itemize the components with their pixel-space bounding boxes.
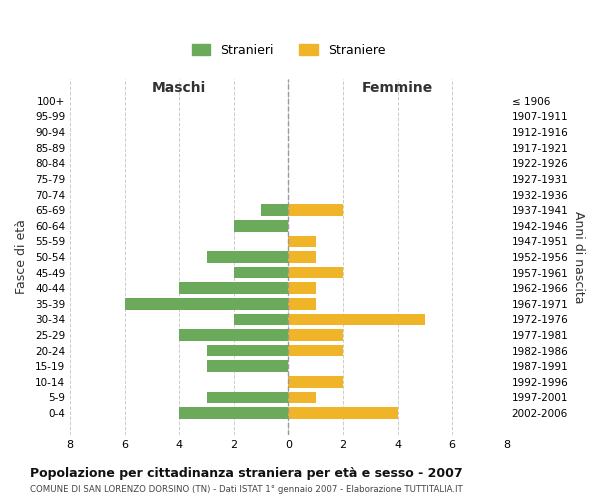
- Bar: [289, 266, 343, 278]
- Bar: [179, 407, 289, 419]
- Bar: [289, 251, 316, 263]
- Bar: [289, 345, 343, 356]
- Bar: [289, 236, 316, 247]
- Bar: [179, 329, 289, 341]
- Y-axis label: Anni di nascita: Anni di nascita: [572, 210, 585, 303]
- Bar: [206, 392, 289, 404]
- Text: Maschi: Maschi: [152, 82, 206, 96]
- Bar: [289, 392, 316, 404]
- Bar: [289, 314, 425, 326]
- Text: COMUNE DI SAN LORENZO DORSINO (TN) - Dati ISTAT 1° gennaio 2007 - Elaborazione T: COMUNE DI SAN LORENZO DORSINO (TN) - Dat…: [30, 486, 463, 494]
- Bar: [289, 282, 316, 294]
- Bar: [179, 282, 289, 294]
- Bar: [206, 360, 289, 372]
- Legend: Stranieri, Straniere: Stranieri, Straniere: [187, 38, 390, 62]
- Bar: [289, 376, 343, 388]
- Bar: [289, 407, 398, 419]
- Bar: [125, 298, 289, 310]
- Bar: [289, 329, 343, 341]
- Bar: [206, 251, 289, 263]
- Bar: [234, 266, 289, 278]
- Text: Femmine: Femmine: [362, 82, 433, 96]
- Bar: [234, 220, 289, 232]
- Bar: [261, 204, 289, 216]
- Text: Popolazione per cittadinanza straniera per età e sesso - 2007: Popolazione per cittadinanza straniera p…: [30, 468, 463, 480]
- Bar: [289, 298, 316, 310]
- Bar: [289, 204, 343, 216]
- Y-axis label: Fasce di età: Fasce di età: [15, 220, 28, 294]
- Bar: [234, 314, 289, 326]
- Bar: [206, 345, 289, 356]
